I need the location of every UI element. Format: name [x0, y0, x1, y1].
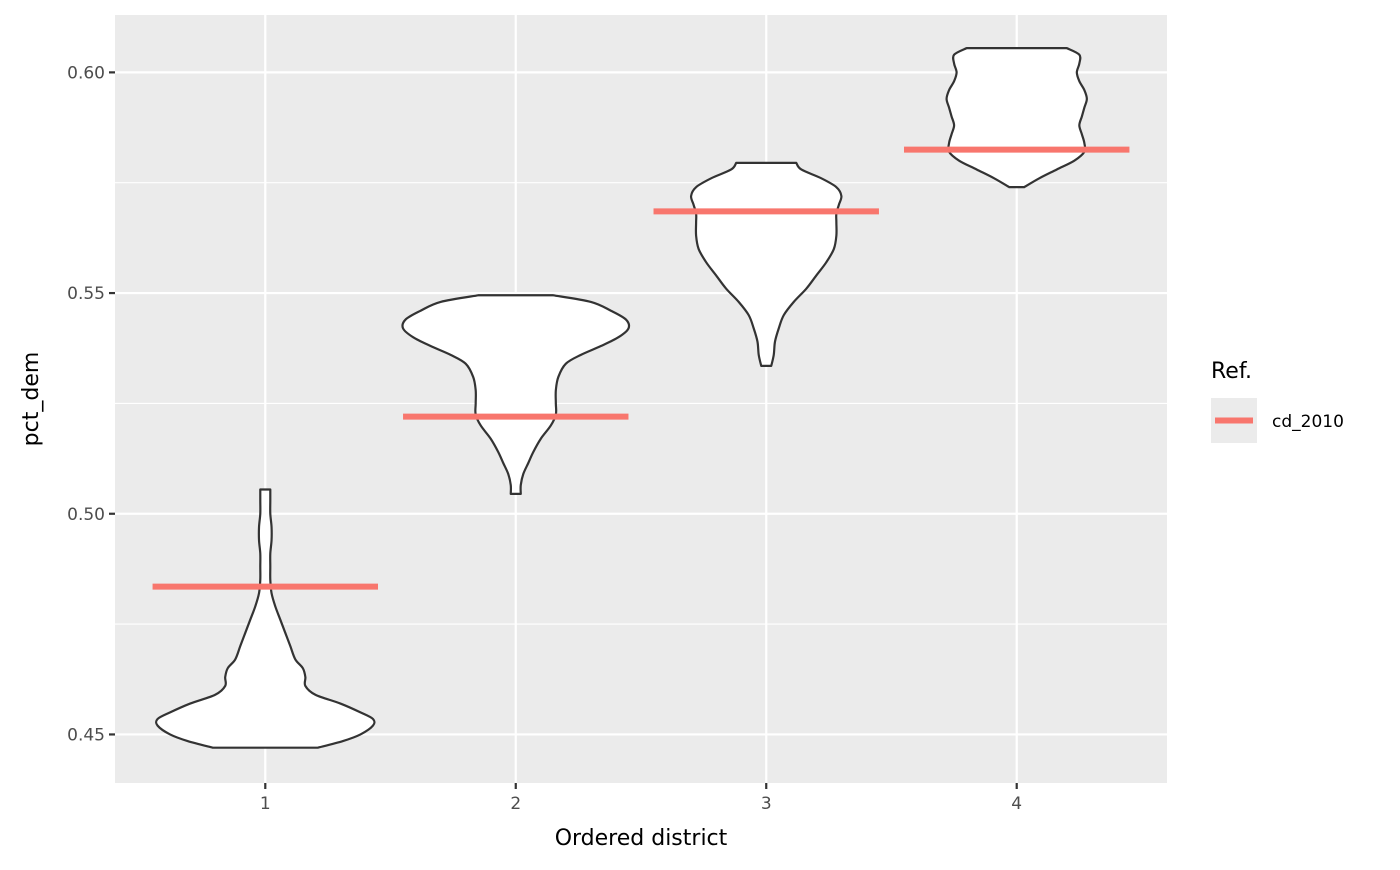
reference-lines	[152, 146, 1130, 590]
y-axis: 0.45 0.50 0.55 0.60	[67, 63, 115, 745]
x-axis-title: Ordered district	[555, 826, 728, 851]
x-tick-label-2: 3	[761, 794, 772, 814]
y-tick-label-2: 0.55	[67, 284, 105, 304]
legend: Ref. cd_2010	[1211, 359, 1344, 443]
x-tick-label-0: 1	[260, 794, 271, 814]
violin-district-4	[945, 47, 1088, 189]
y-tick-label-3: 0.60	[67, 63, 105, 83]
y-tick-label-1: 0.50	[67, 505, 105, 525]
violin-district-2	[401, 294, 631, 495]
x-tick-label-3: 4	[1011, 794, 1022, 814]
x-tick-label-1: 2	[510, 794, 521, 814]
legend-title: Ref.	[1211, 359, 1252, 384]
legend-label-cd_2010: cd_2010	[1272, 412, 1344, 432]
grid-minor	[115, 182, 1167, 625]
x-axis: 1 2 3 4	[260, 783, 1022, 814]
violin-district-1	[154, 488, 376, 749]
y-axis-title: pct_dem	[19, 352, 44, 447]
y-tick-label-0: 0.45	[67, 725, 105, 745]
